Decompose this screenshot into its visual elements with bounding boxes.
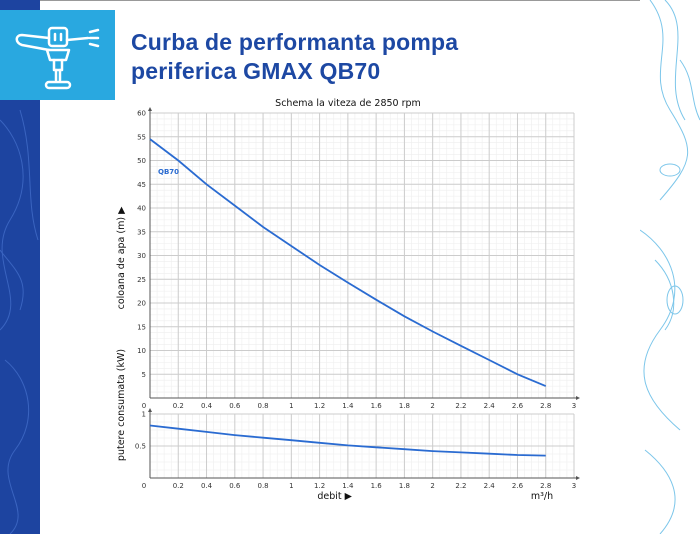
x-tick-label: 2.8 [540, 482, 551, 490]
x-axis-label: debit ▶ [317, 491, 352, 502]
y-tick-label: 50 [137, 157, 146, 165]
x-tick-label: 0.8 [257, 482, 268, 490]
y-tick-label: 30 [137, 252, 146, 260]
x-tick-label: 0 [142, 402, 146, 410]
x-tick-label: 0.4 [201, 402, 213, 410]
y-tick-label: 55 [137, 133, 146, 141]
x-tick-label: 0.8 [257, 402, 268, 410]
x-axis-arrow-icon [576, 396, 580, 400]
x-tick-label: 1.4 [342, 482, 354, 490]
x-tick-label: 2.8 [540, 402, 551, 410]
x-tick-label: 2.6 [512, 402, 524, 410]
x-tick-label: 2.2 [455, 402, 466, 410]
y-tick-label: 15 [137, 323, 146, 331]
x-tick-label: 0.4 [201, 482, 213, 490]
x-tick-label: 1.2 [314, 482, 325, 490]
x-tick-label: 0.2 [173, 402, 184, 410]
x-tick-label: 1.6 [371, 402, 383, 410]
x-tick-label: 0.2 [173, 482, 184, 490]
y-tick-label: 35 [137, 228, 146, 236]
y-axis-label: putere consumata (kW) [116, 349, 127, 461]
x-axis-unit: m³/h [531, 491, 553, 502]
x-tick-label: 0.6 [229, 482, 241, 490]
y-tick-label: 5 [142, 371, 146, 379]
chart-title: Schema la viteza de 2850 rpm [275, 98, 421, 109]
y-tick-label: 0.5 [135, 443, 146, 451]
x-tick-label: 2 [430, 482, 434, 490]
x-axis-arrow-icon [576, 476, 580, 480]
y-tick-label: 45 [137, 181, 146, 189]
x-tick-label: 2.2 [455, 482, 466, 490]
y-axis-label: coloana de apa (m) ▶ [116, 206, 127, 309]
y-axis-arrow-icon [148, 408, 152, 412]
x-tick-label: 3 [572, 482, 576, 490]
x-tick-label: 0 [142, 482, 146, 490]
y-tick-label: 1 [142, 411, 146, 419]
x-tick-label: 1.6 [371, 482, 383, 490]
y-axis-arrow-icon [148, 107, 152, 111]
y-tick-label: 10 [137, 347, 146, 355]
x-tick-label: 2.4 [484, 402, 496, 410]
x-tick-label: 1.2 [314, 402, 325, 410]
y-tick-label: 20 [137, 300, 146, 308]
series-label: QB70 [158, 168, 179, 176]
x-tick-label: 2.4 [484, 482, 496, 490]
x-tick-label: 2.6 [512, 482, 524, 490]
x-tick-label: 1 [289, 402, 293, 410]
y-tick-label: 40 [137, 205, 146, 213]
x-tick-label: 1.8 [399, 402, 410, 410]
x-tick-label: 1.4 [342, 402, 354, 410]
y-tick-label: 60 [137, 110, 146, 118]
x-tick-label: 3 [572, 402, 576, 410]
x-tick-label: 2 [430, 402, 434, 410]
y-tick-label: 25 [137, 276, 146, 284]
x-tick-label: 1 [289, 482, 293, 490]
x-tick-label: 0.6 [229, 402, 241, 410]
x-tick-label: 1.8 [399, 482, 410, 490]
